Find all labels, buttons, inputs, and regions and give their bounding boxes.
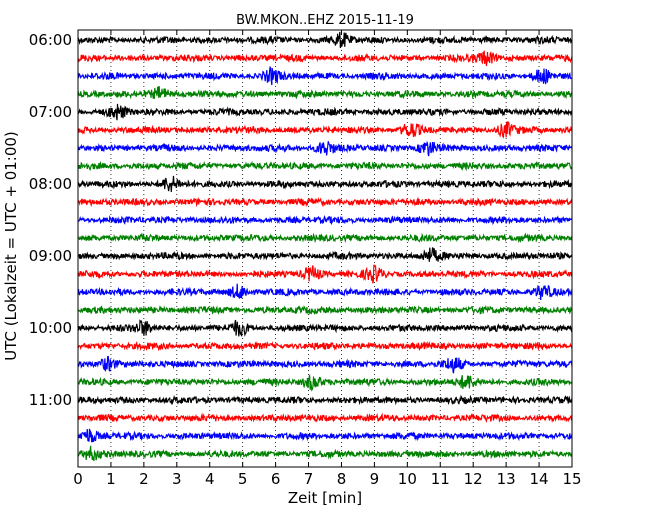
x-tick-label: 10 (398, 470, 417, 488)
x-tick-label: 2 (139, 470, 149, 488)
x-tick-label: 13 (497, 470, 516, 488)
trace-0815 (77, 196, 573, 208)
x-tick-label: 4 (205, 470, 215, 488)
x-tick-label: 6 (271, 470, 281, 488)
trace-0845 (77, 232, 573, 244)
y-axis-label: UTC (Lokalzeit = UTC + 01:00) (2, 131, 20, 361)
traces (77, 31, 573, 462)
trace-1115 (77, 412, 573, 423)
trace-1130 (77, 428, 573, 443)
y-tick-label: 06:00 (29, 31, 72, 49)
x-tick-label: 11 (431, 470, 450, 488)
x-tick-label: 1 (106, 470, 116, 488)
x-tick-label: 8 (337, 470, 347, 488)
x-tick-label: 12 (464, 470, 483, 488)
trace-0945 (77, 304, 573, 316)
x-tick-label: 5 (238, 470, 248, 488)
chart-title: BW.MKON..EHZ 2015-11-19 (236, 13, 414, 28)
x-tick-label: 9 (370, 470, 380, 488)
grid (110, 30, 540, 467)
trace-0700 (77, 103, 573, 121)
x-tick-label: 0 (73, 470, 83, 488)
x-axis: 0 1 2 3 4 5 6 7 8 9 10 11 12 13 14 15 (73, 30, 582, 488)
x-tick-label: 7 (304, 470, 314, 488)
trace-0630 (77, 65, 573, 86)
trace-1145 (77, 445, 573, 462)
x-tick-label: 14 (530, 470, 549, 488)
trace-1000 (77, 319, 573, 337)
y-tick-label: 07:00 (29, 103, 72, 121)
trace-0830 (77, 214, 573, 226)
y-tick-label: 10:00 (29, 319, 72, 337)
y-tick-label: 08:00 (29, 175, 72, 193)
trace-0600 (77, 31, 573, 49)
x-axis-label: Zeit [min] (288, 489, 362, 507)
trace-0900 (77, 247, 573, 262)
y-axis: 06:00 07:00 08:00 09:00 10:00 11:00 (29, 31, 572, 409)
y-tick-label: 09:00 (29, 247, 72, 265)
plot-frame (77, 29, 573, 468)
trace-0645 (77, 86, 573, 100)
trace-1045 (77, 374, 573, 392)
y-tick-label: 11:00 (29, 391, 72, 409)
trace-0730 (77, 140, 573, 157)
trace-0715 (77, 121, 573, 139)
trace-1030 (77, 355, 573, 374)
trace-0800 (77, 175, 573, 192)
trace-1015 (77, 340, 573, 352)
trace-0915 (77, 264, 573, 284)
x-tick-label: 3 (172, 470, 182, 488)
trace-0930 (77, 283, 573, 301)
trace-0745 (77, 160, 573, 172)
trace-1100 (77, 394, 573, 406)
x-tick-label: 15 (562, 470, 581, 488)
trace-0615 (77, 50, 573, 66)
